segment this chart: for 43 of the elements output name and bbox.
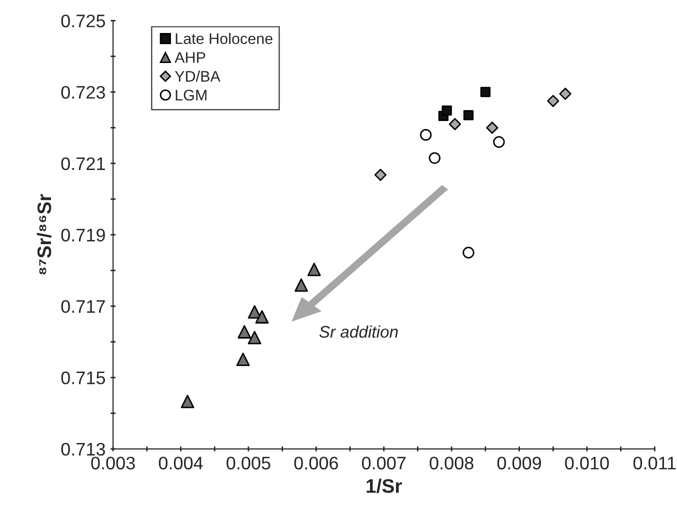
x-tick-label: 0.010 (565, 456, 609, 470)
point (248, 330, 262, 344)
point (428, 152, 440, 164)
x-axis-title: 1/Sr (366, 478, 402, 494)
point (442, 105, 452, 116)
point (248, 305, 262, 319)
legend-label: AHP (174, 52, 206, 63)
y-axis-title: ⁸⁷Sr/⁸⁶Sr (36, 194, 52, 274)
annotation: Sr addition (319, 325, 398, 338)
point (420, 129, 432, 141)
y-tick-label: 0.713 (61, 442, 105, 456)
point (448, 118, 462, 130)
point (255, 310, 269, 324)
y-tick-label: 0.721 (61, 157, 105, 170)
y-tick-label: 0.715 (61, 371, 106, 384)
point (493, 136, 505, 148)
x-tick-label: 0.009 (497, 456, 541, 470)
x-tick-label: 0.008 (430, 456, 474, 470)
legend-label: YD/BA (174, 70, 220, 82)
legend-label: LGM (176, 90, 206, 101)
y-tick-label: 0.719 (61, 228, 105, 242)
point (236, 352, 250, 366)
point (180, 394, 194, 408)
legend-label: Late Holocene (176, 32, 272, 44)
point (374, 168, 387, 181)
point (463, 110, 474, 120)
x-tick-label: 0.003 (91, 456, 135, 470)
point (486, 122, 498, 134)
x-tick-label: 0.005 (226, 456, 270, 470)
x-tick-label: 0.006 (294, 456, 338, 470)
y-tick-label: 0.723 (61, 86, 105, 99)
y-tick-label: 0.717 (61, 300, 105, 313)
point (559, 88, 572, 100)
point (462, 246, 474, 258)
x-tick-label: 0.004 (158, 456, 203, 470)
point (238, 325, 252, 339)
point (547, 94, 560, 108)
x-tick-label: 0.011 (633, 456, 676, 470)
x-tick-label: 0.007 (362, 456, 406, 470)
point (294, 278, 308, 292)
point (480, 86, 490, 98)
point (307, 262, 321, 276)
y-tick-label: 0.725 (61, 14, 106, 28)
